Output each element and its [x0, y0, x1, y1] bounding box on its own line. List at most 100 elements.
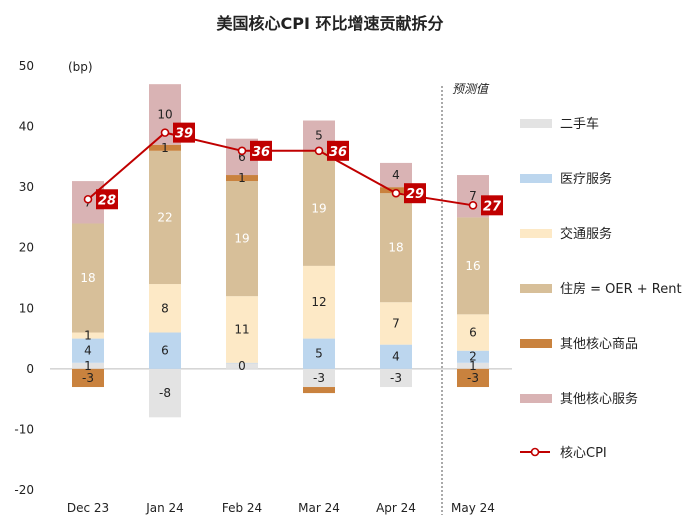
core-cpi-point	[83, 194, 93, 204]
bar-segment	[457, 350, 489, 363]
legend-swatch	[520, 394, 552, 403]
core-cpi-point	[160, 128, 170, 137]
core-cpi-point	[468, 201, 478, 210]
data-label: 1	[469, 359, 477, 373]
bar-segment	[380, 344, 412, 369]
core-cpi-label: 29	[406, 187, 424, 202]
data-label: -8	[159, 386, 171, 400]
core-cpi-label-box	[173, 122, 195, 143]
core-cpi-label: 36	[252, 145, 270, 160]
core-cpi-point	[314, 146, 324, 156]
y-tick-label: 20	[19, 241, 34, 255]
data-label: 18	[388, 241, 403, 255]
data-label: -3	[467, 371, 479, 385]
x-tick-label: May 24	[451, 501, 495, 515]
x-tick-label: Jan 24	[145, 501, 184, 515]
y-tick-label: 30	[19, 180, 34, 194]
data-label: 6	[161, 344, 169, 358]
bar-segment	[457, 362, 489, 369]
legend-swatch	[520, 119, 552, 128]
legend-swatch	[520, 174, 552, 183]
bar-segment	[149, 144, 181, 151]
data-label: 4	[392, 350, 400, 364]
data-label: 4	[392, 168, 400, 182]
y-tick-label: -20	[14, 483, 34, 497]
legend-label: 二手车	[560, 116, 599, 132]
core-cpi-label: 28	[98, 193, 116, 208]
bar-segment	[149, 284, 181, 333]
bar-segment	[457, 368, 489, 388]
core-cpi-label-box	[96, 189, 118, 210]
core-cpi-label-box	[404, 183, 426, 204]
bar-segment	[72, 362, 104, 369]
data-label: 1	[238, 171, 246, 185]
core-cpi-label-box	[250, 140, 272, 161]
legend-swatch	[520, 284, 552, 293]
data-label: 1	[84, 359, 92, 373]
data-label: 1	[161, 141, 169, 155]
bar-segment	[226, 296, 258, 363]
bar-segment	[303, 150, 335, 266]
data-label: 12	[311, 295, 326, 309]
core-cpi-label: 39	[175, 127, 193, 142]
bar-segment	[226, 362, 258, 369]
forecast-label: 预测值	[452, 82, 490, 96]
core-cpi-label: 27	[483, 199, 502, 214]
data-label: 7	[469, 189, 477, 203]
bar-segment	[380, 162, 412, 188]
bar-segment	[380, 302, 412, 345]
y-tick-label: 50	[19, 59, 34, 73]
bar-segment	[226, 181, 258, 297]
data-label: 19	[311, 201, 326, 215]
x-tick-label: Apr 24	[376, 501, 416, 515]
core-cpi-point	[391, 188, 401, 198]
bar-segment	[226, 362, 258, 364]
data-label: 4	[84, 344, 92, 358]
legend-swatch	[520, 229, 552, 238]
legend-label: 交通服务	[560, 226, 612, 242]
data-label: 0	[238, 359, 246, 373]
bar-segment	[72, 223, 104, 333]
y-tick-label: 0	[26, 362, 34, 376]
x-tick-label: Dec 23	[67, 501, 109, 515]
data-label: 7	[392, 316, 400, 330]
data-label: -3	[313, 371, 325, 385]
legend-label: 其他核心服务	[560, 391, 638, 407]
legend-label: 其他核心商品	[560, 337, 638, 352]
bar-segment	[149, 368, 181, 418]
data-label: 5	[315, 347, 323, 361]
y-axis-unit: (bp)	[68, 60, 93, 74]
bar-segment	[380, 193, 412, 303]
data-label: 10	[157, 107, 172, 121]
data-label: -3	[390, 371, 402, 385]
bar-segment	[72, 338, 104, 363]
bar-segment	[72, 332, 104, 339]
bar-segment	[457, 217, 489, 315]
y-tick-label: -10	[14, 422, 34, 436]
bar-segment	[72, 368, 104, 388]
bar-segment	[380, 368, 412, 388]
bar-segment	[457, 314, 489, 351]
bar-segment	[303, 387, 335, 394]
data-label: 2	[469, 350, 477, 364]
data-label: 18	[80, 271, 95, 285]
data-label: -3	[82, 371, 94, 385]
legend-marker	[530, 447, 540, 457]
x-tick-label: Mar 24	[298, 501, 340, 515]
data-label: 8	[161, 301, 169, 315]
bar-segment	[149, 332, 181, 369]
bar-segment	[149, 150, 181, 285]
data-label: 16	[465, 259, 480, 273]
data-label: 22	[157, 210, 172, 224]
bar-segment	[303, 368, 335, 388]
legend-swatch	[520, 339, 552, 348]
legend-label: 住房 = OER + Rent	[560, 281, 682, 297]
data-label: 1	[84, 329, 92, 343]
bar-segment	[226, 175, 258, 182]
data-label: 11	[234, 322, 249, 336]
core-cpi-label-box	[481, 195, 503, 216]
core-cpi-label: 36	[329, 145, 347, 160]
y-tick-label: 40	[19, 120, 34, 134]
bar-segment	[303, 265, 335, 339]
